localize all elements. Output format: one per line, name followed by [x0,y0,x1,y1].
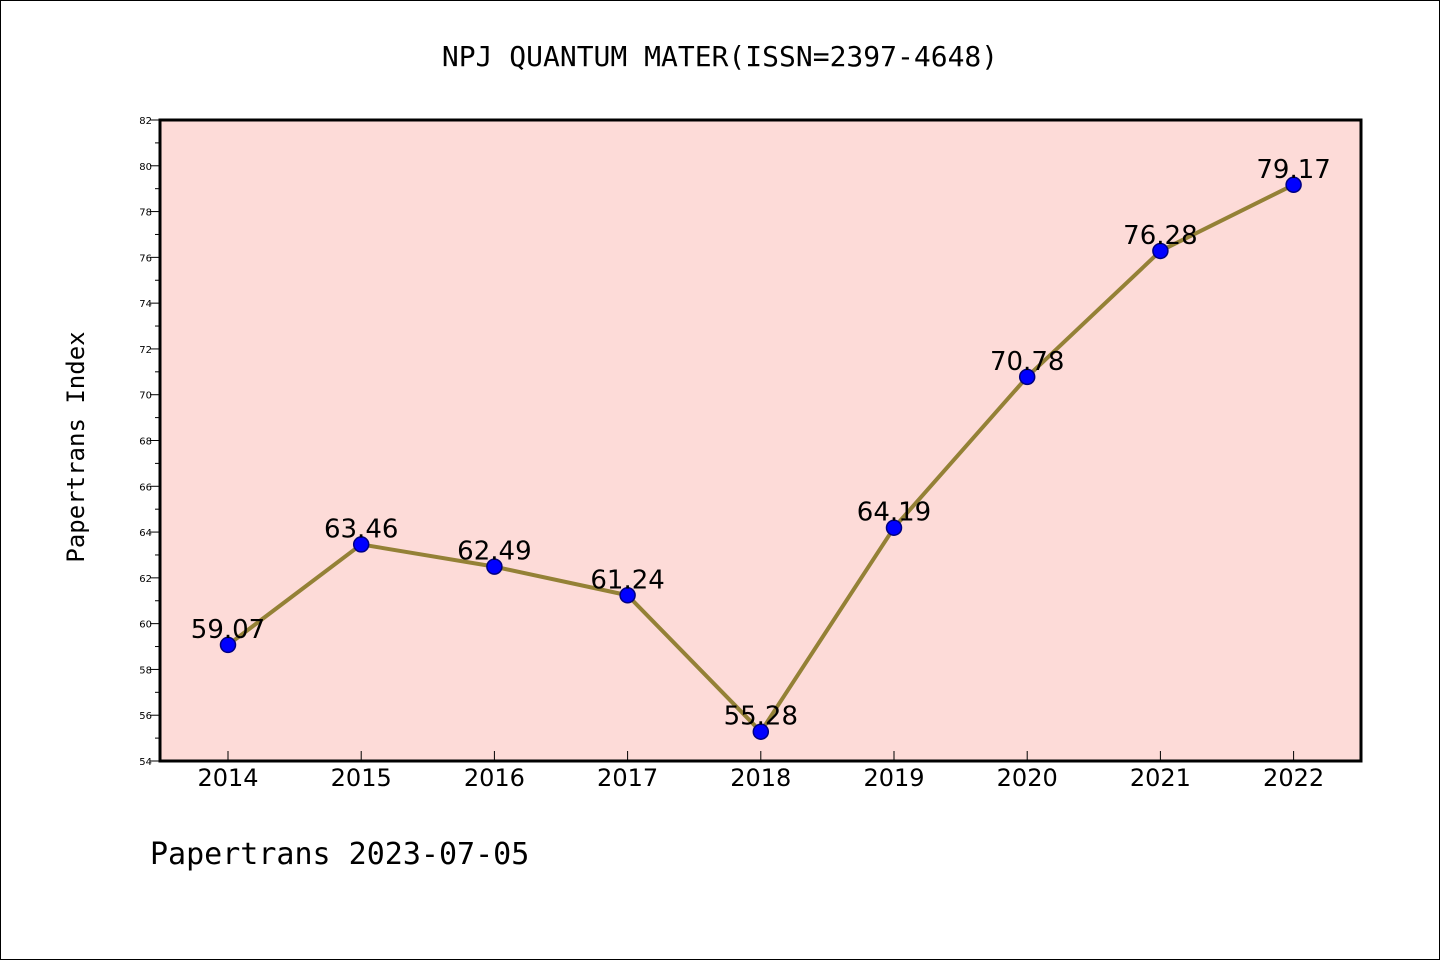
data-point-marker [219,636,237,654]
data-point-label: 70.78 [990,347,1064,377]
y-tick-label: 66 [139,482,152,493]
x-tick-label: 2017 [597,764,658,792]
y-tick-label: 68 [139,437,152,448]
y-tick-label: 58 [139,665,152,676]
data-point-marker [1152,242,1169,260]
data-point-marker [619,587,636,604]
data-point-label: 62.49 [457,537,531,567]
y-tick-label: 82 [139,116,152,127]
x-tick-label: 2020 [997,764,1058,792]
y-tick-label: 80 [139,162,152,173]
y-axis-title: Papertrans Index [62,331,90,562]
footer-text: Papertrans 2023-07-05 [150,837,529,872]
plot-area [160,120,1361,761]
y-tick-label: 54 [139,757,152,768]
data-point-marker [1018,368,1036,386]
data-point-marker [486,558,503,575]
y-tick-label: 62 [139,574,152,585]
x-tick-label: 2021 [1130,764,1191,792]
data-point-marker [352,536,370,553]
y-tick-label: 76 [139,253,152,264]
y-tick-label: 78 [139,208,152,219]
y-tick-label: 70 [139,391,152,402]
data-point-label: 64.19 [857,498,931,528]
data-point-marker [752,723,770,740]
y-tick-label: 72 [139,345,152,356]
data-markers [219,176,1302,740]
y-axis: 54 56 58 60 62 64 66 68 70 72 74 76 78 80 82 [139,116,160,768]
y-tick-label: 74 [139,299,152,310]
data-labels: 59.07 63.46 62.49 61.24 55.28 64.19 70.78 76.28… [191,155,1331,732]
x-tick-label: 2015 [331,764,392,792]
x-tick-label: 2014 [197,764,258,792]
x-axis: 2014 2015 2016 2017 2018 2019 2020 2021 2022 [197,751,1324,792]
data-point-label: 63.46 [324,514,398,544]
y-tick-label: 60 [139,620,152,631]
data-point-label: 76.28 [1123,221,1197,251]
x-tick-label: 2022 [1263,764,1324,792]
data-point-label: 79.17 [1256,155,1330,185]
data-point-label: 59.07 [191,615,265,645]
y-tick-label: 64 [139,528,152,539]
y-tick-label: 56 [139,711,152,722]
data-point-label: 61.24 [590,565,664,595]
data-point-marker [1285,176,1302,194]
plot-border [158,118,1363,763]
x-tick-label: 2018 [730,764,791,792]
data-point-marker [885,519,903,536]
data-point-label: 55.28 [724,702,798,732]
x-tick-label: 2016 [464,764,525,792]
x-tick-label: 2019 [863,764,924,792]
chart-title: NPJ QUANTUM MATER(ISSN=2397-4648) [442,40,998,73]
